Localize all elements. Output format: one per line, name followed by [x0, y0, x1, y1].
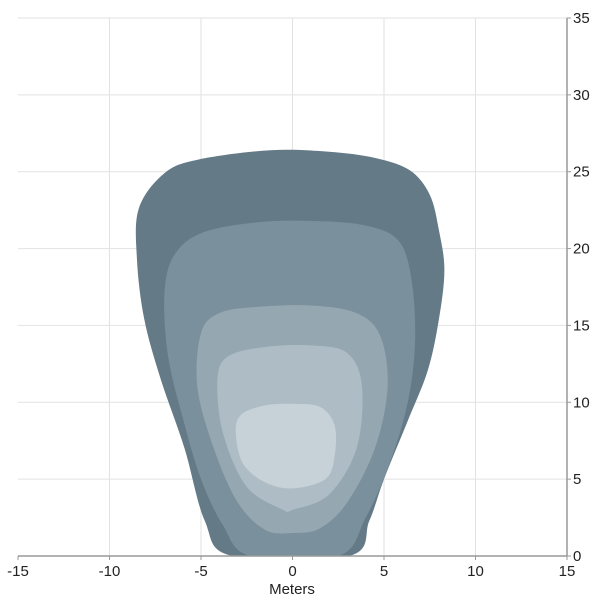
- x-tick-label: 0: [288, 563, 296, 580]
- y-tick-label: 25: [573, 164, 590, 181]
- x-tick-label: -10: [99, 563, 121, 580]
- y-tick-label: 20: [573, 241, 590, 258]
- y-tick-label: 0: [573, 548, 581, 565]
- x-tick-label: 15: [559, 563, 576, 580]
- y-tick-label: 5: [573, 471, 581, 488]
- contour-level-5: [235, 403, 337, 489]
- y-tick-label: 30: [573, 87, 590, 104]
- x-tick-label: -15: [7, 563, 29, 580]
- y-tick-label: 15: [573, 317, 590, 334]
- y-tick-label: 10: [573, 394, 590, 411]
- y-tick-label: 35: [573, 10, 590, 27]
- contour-layers: [135, 149, 445, 556]
- x-tick-label: 10: [467, 563, 484, 580]
- x-axis-label: Meters: [269, 581, 315, 598]
- x-tick-label: 5: [380, 563, 388, 580]
- x-tick-label: -5: [194, 563, 207, 580]
